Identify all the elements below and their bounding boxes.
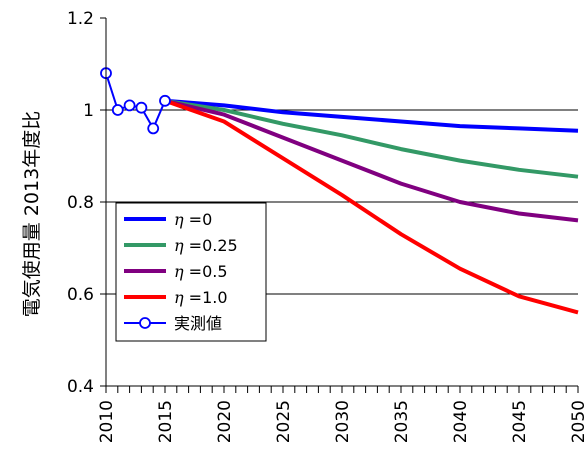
series-line xyxy=(164,98,579,133)
x-tick-label: 2035 xyxy=(392,400,412,443)
legend-eta-symbol: η xyxy=(174,288,184,307)
x-tick-label: 2010 xyxy=(97,400,117,443)
data-point xyxy=(147,122,160,135)
series-line xyxy=(164,98,579,315)
legend-label: η =0 xyxy=(174,210,212,229)
data-point xyxy=(123,99,136,112)
x-axis-ticks: 2010 2015 2020 2025 2030 2035 2040 2045 2050 xyxy=(97,386,587,443)
x-tick-label: 2025 xyxy=(274,400,294,443)
y-tick-label: 1.2 xyxy=(67,9,94,29)
series-lines xyxy=(100,67,579,315)
legend-label-text: 実測値 xyxy=(174,314,222,333)
legend-eta-symbol: η xyxy=(174,262,184,281)
legend-label-text: =0.5 xyxy=(184,262,228,281)
x-tick-label: 2045 xyxy=(510,400,530,443)
legend-label: η =0.25 xyxy=(174,236,238,255)
x-tick-label: 2030 xyxy=(333,400,353,443)
y-tick-label: 0.6 xyxy=(67,285,94,305)
legend-marker xyxy=(139,317,151,329)
y-tick-label: 0.8 xyxy=(67,193,94,213)
x-tick-label: 2040 xyxy=(451,400,471,443)
series-line xyxy=(164,98,579,179)
legend-label-text: =0 xyxy=(184,210,213,229)
data-point xyxy=(111,104,124,116)
x-tick-label: 2015 xyxy=(156,400,176,443)
x-tick-label: 2050 xyxy=(569,400,587,443)
series-line xyxy=(105,72,166,130)
y-axis-label: 電気使用量 2013年度比 xyxy=(21,111,43,317)
x-tick-label: 2020 xyxy=(215,400,235,443)
legend-label-text: =1.0 xyxy=(184,288,228,307)
legend-eta-symbol: η xyxy=(174,210,184,229)
y-tick-label: 0.4 xyxy=(67,377,94,397)
legend-eta-symbol: η xyxy=(174,236,184,255)
series-line xyxy=(164,98,579,223)
legend-label: η =0.5 xyxy=(174,262,228,281)
data-point xyxy=(159,94,171,107)
legend-label: η =1.0 xyxy=(174,288,228,307)
legend-label: 実測値 xyxy=(174,314,222,333)
y-tick-label: 1 xyxy=(83,101,94,121)
y-axis-ticks: 0.4 0.6 0.8 1 1.2 xyxy=(67,9,106,397)
legend-label-text: =0.25 xyxy=(184,236,238,255)
data-point xyxy=(135,101,148,114)
